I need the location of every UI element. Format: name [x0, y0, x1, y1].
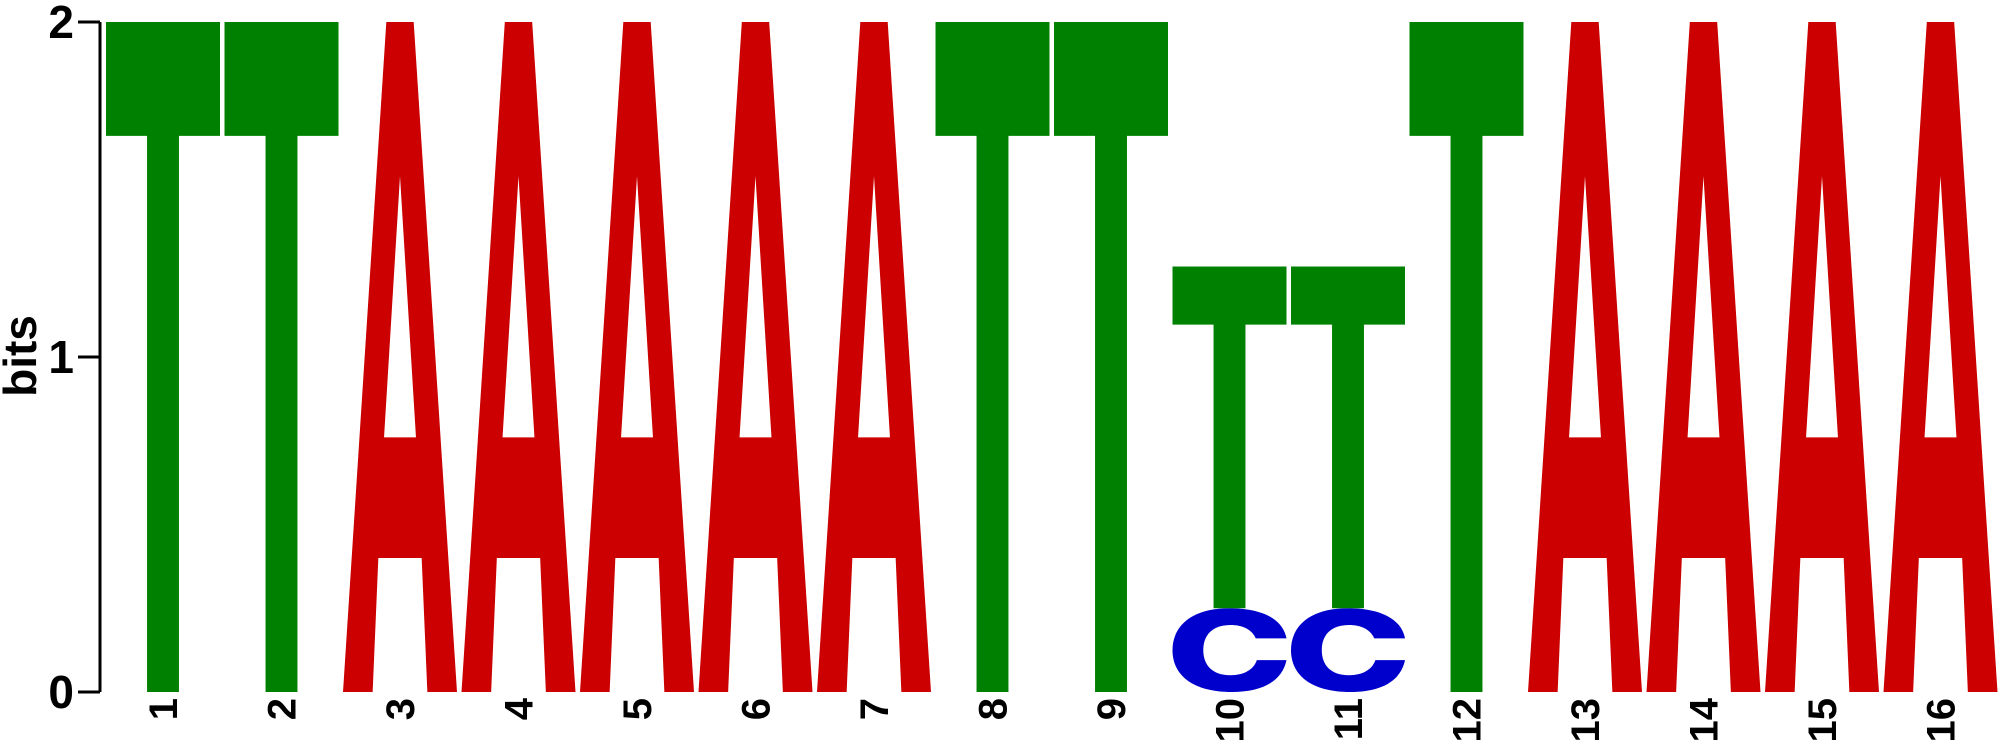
logo-letter-T-pos-11 [1291, 266, 1405, 609]
x-tick-label: 9 [1090, 698, 1134, 720]
x-tick-label: 14 [1683, 697, 1727, 742]
logo-letter-T-pos-9 [1054, 22, 1168, 692]
logo-letter-T-pos-12 [1409, 22, 1524, 692]
logo-letters [106, 22, 1998, 692]
x-tick-label: 3 [379, 698, 423, 720]
x-axis-labels: 1 2 3 4 5 6 7 8 9 10 11 12 13 14 15 16 [142, 697, 1964, 742]
x-tick-label: 2 [261, 698, 305, 720]
logo-letter-A-pos-3 [343, 22, 457, 692]
x-tick-label: 12 [1446, 698, 1490, 743]
y-tick-label: 1 [48, 331, 74, 383]
y-axis: 0 1 2 [48, 0, 102, 718]
logo-letter-A-pos-6 [698, 22, 813, 692]
y-axis-label: bits [0, 315, 46, 397]
logo-letter-T-pos-2 [224, 22, 339, 692]
logo-letter-T-pos-10 [1172, 266, 1287, 609]
x-tick-label: 10 [1209, 698, 1253, 743]
logo-letter-C-pos-10 [1172, 608, 1287, 692]
x-tick-label: 15 [1801, 698, 1845, 743]
logo-letter-T-pos-1 [106, 22, 220, 692]
logo-letter-A-pos-16 [1883, 22, 1998, 692]
y-tick-label: 0 [48, 666, 74, 718]
x-tick-label: 11 [1327, 698, 1371, 740]
y-tick-label: 2 [48, 0, 74, 48]
x-tick-label: 5 [616, 698, 660, 720]
x-tick-label: 4 [498, 697, 542, 720]
logo-letter-A-pos-7 [817, 22, 931, 692]
logo-letter-A-pos-13 [1528, 22, 1642, 692]
x-tick-label: 1 [142, 698, 186, 720]
x-tick-label: 7 [853, 698, 897, 720]
x-tick-label: 16 [1920, 698, 1964, 743]
x-tick-label: 13 [1564, 698, 1608, 743]
logo-letter-C-pos-11 [1291, 608, 1405, 692]
logo-letter-A-pos-4 [461, 22, 576, 692]
logo-letter-A-pos-5 [580, 22, 694, 692]
x-tick-label: 6 [735, 698, 779, 720]
logo-letter-T-pos-8 [935, 22, 1050, 692]
logo-letter-A-pos-14 [1646, 22, 1761, 692]
logo-letter-A-pos-15 [1765, 22, 1879, 692]
x-tick-label: 8 [972, 698, 1016, 720]
